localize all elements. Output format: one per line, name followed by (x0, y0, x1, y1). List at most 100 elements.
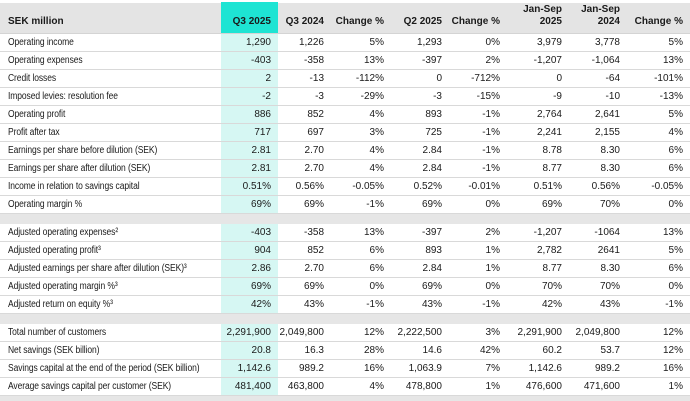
table-row: Operating expenses -403 -358 13% -397 2% -1,20… (0, 51, 690, 70)
cell-q3-2025: -403 (221, 224, 278, 242)
row-label: Adjusted operating margin %³ (0, 277, 221, 296)
cell: 0.56% (569, 177, 627, 196)
cell: -1% (627, 295, 690, 314)
cell: 1,063.9 (391, 359, 449, 378)
cell-q3-2025: 0.51% (221, 177, 278, 196)
table-row: Average savings capital per customer (SE… (0, 377, 690, 396)
cell: -15% (449, 87, 507, 106)
cell: -1064 (569, 224, 627, 242)
cell: 2,049,800 (278, 324, 331, 342)
cell: 1,226 (278, 33, 331, 52)
row-label: Earnings per share after dilution (SEK) (0, 159, 221, 178)
table-row: Net savings (SEK billion) 20.8 16.3 28% 14.6… (0, 341, 690, 360)
cell: -358 (278, 51, 331, 70)
cell: 70% (569, 277, 627, 296)
cell: 3,979 (507, 33, 569, 52)
cell: 1,142.6 (507, 359, 569, 378)
cell: 60.2 (507, 341, 569, 360)
cell: 2,641 (569, 105, 627, 124)
column-header-q2-2025: Q2 2025 (391, 0, 449, 34)
cell: 0% (627, 195, 690, 214)
cell: 8.78 (507, 141, 569, 160)
table-row: Operating profit 886 852 4% 893 -1% 2,764 2,641… (0, 105, 690, 124)
cell: -9 (507, 87, 569, 106)
table-row: Income in relation to savings capital 0.5… (0, 177, 690, 196)
cell: 478,800 (391, 377, 449, 396)
cell-q3-2025: 2.81 (221, 159, 278, 178)
cell: 5% (627, 105, 690, 124)
row-label: Credit losses (0, 69, 221, 88)
cell-q3-2025: 69% (221, 277, 278, 296)
column-header-jan-sep-2024: Jan-Sep 2024 (569, 0, 627, 34)
cell: 2% (449, 51, 507, 70)
cell: 13% (331, 51, 391, 70)
cell: 463,800 (278, 377, 331, 396)
cell: 4% (331, 159, 391, 178)
cell: 1% (449, 377, 507, 396)
column-header-change-3: Change % (627, 0, 690, 34)
cell: -29% (331, 87, 391, 106)
section-spacer (0, 313, 690, 324)
cell: -1,207 (507, 51, 569, 70)
cell: 0 (507, 69, 569, 88)
cell: 2641 (569, 241, 627, 260)
cell: -0.05% (331, 177, 391, 196)
cell-q3-2025: 69% (221, 195, 278, 214)
cell: -1% (331, 295, 391, 314)
cell: 8.77 (507, 259, 569, 278)
cell: 0.56% (278, 177, 331, 196)
cell: 6% (331, 241, 391, 260)
cell: 6% (331, 259, 391, 278)
cell: 3% (449, 324, 507, 342)
cell: -101% (627, 69, 690, 88)
cell: 69% (391, 195, 449, 214)
row-label: Operating expenses (0, 51, 221, 70)
cell: -1,064 (569, 51, 627, 70)
cell: 3% (331, 123, 391, 142)
cell: 2.84 (391, 159, 449, 178)
table-row: Profit after tax 717 697 3% 725 -1% 2,241 2,155… (0, 123, 690, 142)
cell: 16% (627, 359, 690, 378)
cell: 1% (627, 377, 690, 396)
cell: -712% (449, 69, 507, 88)
cell: -358 (278, 224, 331, 242)
cell: -1% (331, 195, 391, 214)
cell: 53.7 (569, 341, 627, 360)
table-row: Operating margin % 69% 69% -1% 69% 0% 69% 70% 0% (0, 195, 690, 214)
table-row: Adjusted operating expenses² -403 -358 13% -… (0, 224, 690, 242)
cell: 2,049,800 (569, 324, 627, 342)
cell: 6% (627, 141, 690, 160)
row-label: Net savings (SEK billion) (0, 341, 221, 360)
cell: -3 (391, 87, 449, 106)
cell: 43% (391, 295, 449, 314)
column-header-jan-sep-2025: Jan-Sep 2025 (507, 0, 569, 34)
cell-q3-2025: 2 (221, 69, 278, 88)
cell-q3-2025: 2.86 (221, 259, 278, 278)
cell: 1% (449, 259, 507, 278)
cell: 893 (391, 105, 449, 124)
cell: -1% (449, 141, 507, 160)
cell: 4% (331, 105, 391, 124)
table-row: Adjusted return on equity %³ 42% 43% -1% 43%… (0, 295, 690, 314)
table-row: Earnings per share after dilution (SEK) 2… (0, 159, 690, 178)
column-header-change-2: Change % (449, 0, 507, 34)
cell: 2.70 (278, 141, 331, 160)
cell-q3-2025: 2.81 (221, 141, 278, 160)
cell: 14.6 (391, 341, 449, 360)
cell: 13% (331, 224, 391, 242)
cell: 5% (627, 33, 690, 52)
column-header-q3-2025: Q3 2025 (221, 1, 278, 34)
section-spacer-row (0, 313, 690, 324)
cell: 69% (391, 277, 449, 296)
row-label: Adjusted operating expenses² (0, 224, 221, 242)
cell: -112% (331, 69, 391, 88)
cell: 4% (331, 377, 391, 396)
cell: 471,600 (569, 377, 627, 396)
cell: 2,155 (569, 123, 627, 142)
row-label: Profit after tax (0, 123, 221, 142)
row-label: Adjusted return on equity %³ (0, 295, 221, 314)
row-label: Adjusted earnings per share after diluti… (0, 259, 221, 278)
cell: 16.3 (278, 341, 331, 360)
row-label: Operating profit (0, 105, 221, 124)
